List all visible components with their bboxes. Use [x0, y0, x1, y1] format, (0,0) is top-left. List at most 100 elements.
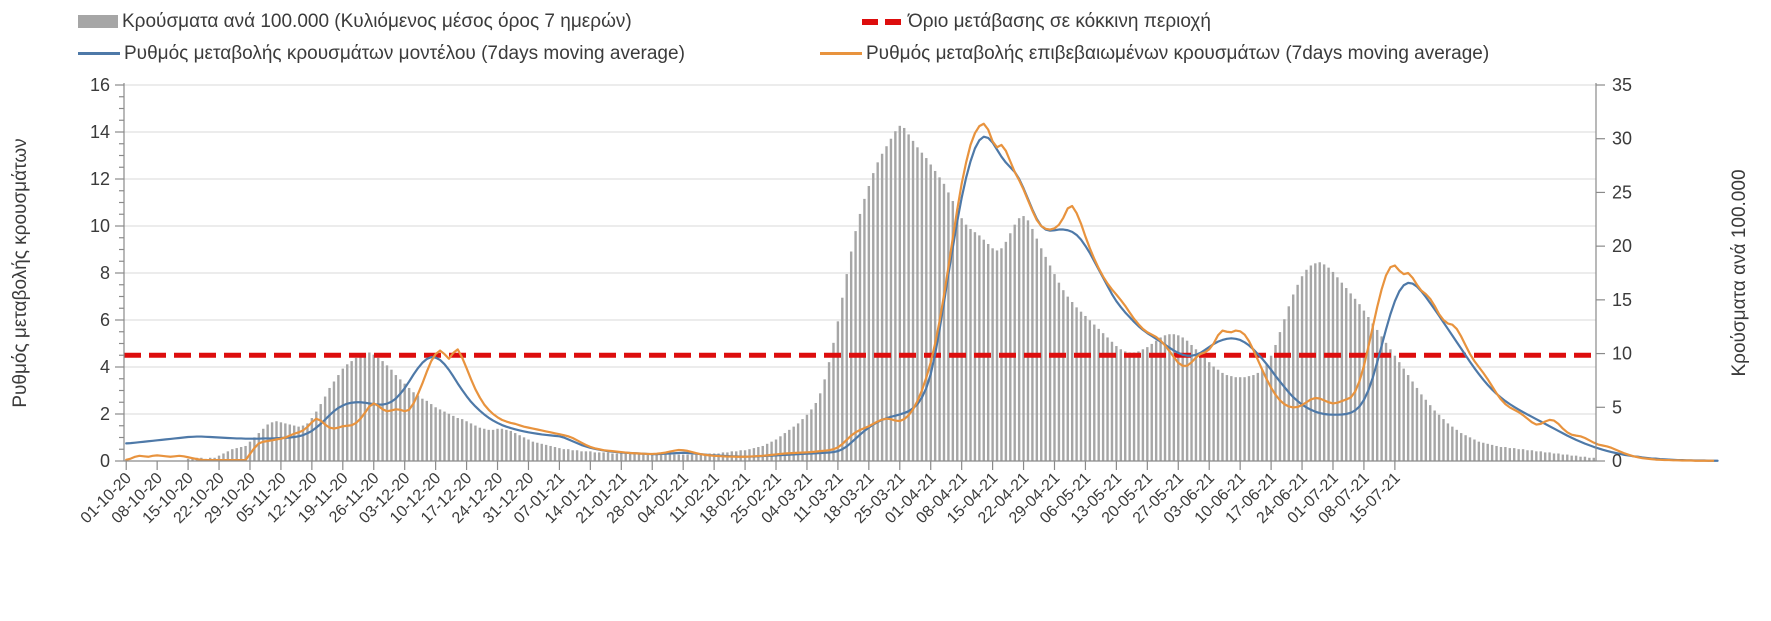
legend-item-cases-bars[interactable]: Κρούσματα ανά 100.000 (Κυλιόμενος μέσος … — [78, 12, 632, 31]
bar — [460, 419, 464, 461]
model-rate-line — [125, 135, 1719, 462]
bar — [951, 201, 955, 461]
bar — [443, 411, 446, 461]
bar — [894, 131, 897, 461]
bar — [1499, 447, 1503, 461]
bar — [1172, 334, 1176, 461]
y-axis-left-tick-label: 6 — [100, 310, 110, 330]
bar — [491, 429, 495, 461]
bar — [1296, 284, 1299, 461]
bar — [1159, 337, 1162, 461]
bar — [1588, 457, 1591, 461]
bar — [1230, 376, 1233, 461]
bar — [226, 451, 230, 461]
legend-label-model-rate: Ρυθμός μεταβολής κρουσμάτων μοντέλου (7d… — [124, 43, 685, 64]
bar — [1362, 310, 1366, 461]
y-axis-left-title: Ρυθμός μεταβολής κρουσμάτων — [10, 138, 31, 407]
bar — [1212, 366, 1215, 461]
bar — [655, 454, 658, 461]
bar — [832, 342, 835, 461]
bar — [1261, 369, 1264, 461]
bar — [796, 423, 800, 461]
bar — [425, 400, 428, 461]
bar — [1451, 426, 1454, 461]
bar — [1031, 228, 1034, 461]
y-axis-right-labels: 0 5 10 15 20 25 30 35 — [1612, 75, 1632, 471]
bar — [1035, 238, 1039, 461]
legend-label-confirmed-rate: Ρυθμός μεταβολής επιβεβαιωμένων κρουσμάτ… — [866, 43, 1490, 64]
bar — [947, 192, 950, 461]
bar — [836, 321, 840, 461]
bar — [646, 454, 650, 461]
bar — [1389, 349, 1392, 461]
chart-svg: 0 2 4 6 8 10 12 14 16 0 5 10 15 20 25 30 35 01-10-2008-… — [10, 75, 1750, 527]
bar — [916, 147, 919, 461]
bar — [1203, 357, 1206, 461]
bar — [544, 444, 548, 461]
bar — [783, 433, 787, 461]
bar — [292, 425, 296, 461]
bar — [1062, 290, 1065, 461]
bar — [1477, 441, 1481, 461]
bar — [788, 429, 791, 461]
bar — [765, 443, 769, 461]
bar — [1278, 332, 1282, 461]
bar — [1530, 450, 1534, 461]
confirmed-rate-line — [125, 122, 1715, 462]
bar — [284, 423, 287, 461]
bar — [779, 436, 782, 461]
bar — [801, 419, 804, 461]
bar — [1420, 394, 1423, 461]
bar — [668, 454, 672, 461]
bar — [399, 379, 402, 461]
bar — [567, 449, 570, 461]
bar — [522, 437, 526, 461]
bar — [257, 433, 261, 461]
y-axis-right-tick-label: 25 — [1612, 182, 1632, 202]
bar — [792, 426, 795, 461]
bar — [761, 445, 764, 461]
bar — [1406, 375, 1410, 461]
bar — [1053, 274, 1056, 461]
bar — [430, 404, 433, 461]
bar — [1009, 233, 1012, 461]
bar — [1265, 364, 1268, 461]
bar — [1482, 442, 1485, 461]
bar — [986, 243, 990, 461]
bar — [920, 152, 924, 461]
bar — [266, 424, 269, 461]
legend-item-model-rate[interactable]: Ρυθμός μεταβολής κρουσμάτων μοντέλου (7d… — [78, 44, 685, 63]
bar — [620, 453, 623, 461]
bar — [328, 387, 331, 461]
blue-line-swatch-icon — [78, 52, 120, 55]
bar-swatch-icon — [78, 15, 118, 28]
bar — [1464, 435, 1467, 461]
bar — [244, 445, 247, 461]
bar — [1181, 337, 1184, 461]
bar — [1093, 324, 1096, 461]
legend-item-confirmed-rate[interactable]: Ρυθμός μεταβολής επιβεβαιωμένων κρουσμάτ… — [820, 44, 1489, 63]
bar — [235, 448, 238, 461]
bar — [1163, 335, 1167, 461]
bar — [606, 452, 610, 461]
bar — [186, 458, 190, 461]
bar — [1371, 323, 1374, 461]
legend-label-cases-bars: Κρούσματα ανά 100.000 (Κυλιόμενος μέσος … — [122, 11, 632, 32]
bar — [1097, 328, 1100, 461]
bar — [1221, 372, 1224, 461]
bar — [1004, 241, 1008, 461]
bar — [1473, 439, 1476, 461]
bar — [1327, 267, 1330, 461]
bar — [474, 425, 477, 461]
bar — [1349, 293, 1352, 461]
bar — [1393, 355, 1397, 461]
bar — [1437, 414, 1441, 461]
legend-item-red-threshold[interactable]: Όριο μετάβασης σε κόκκινη περιοχή — [862, 12, 1211, 31]
bar — [191, 458, 194, 461]
bar — [748, 449, 751, 461]
bar — [1375, 329, 1379, 461]
bar — [1442, 419, 1445, 461]
bar — [306, 423, 309, 461]
bar — [1150, 343, 1153, 461]
bar — [1543, 452, 1547, 461]
